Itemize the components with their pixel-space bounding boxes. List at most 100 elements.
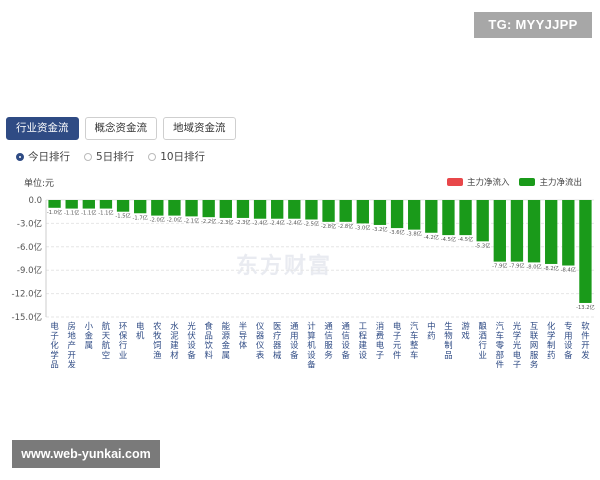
data-label: -3.2亿 — [372, 225, 387, 233]
x-tick-label: 汽车整车 — [410, 321, 419, 360]
unit-label: 单位:元 — [24, 179, 55, 189]
x-tick-label: 计算机设备 — [307, 321, 316, 368]
x-tick-label: 软件开发 — [581, 321, 590, 360]
radio-5day-label: 5日排行 — [96, 151, 135, 163]
x-tick-label: 中药 — [427, 321, 435, 341]
data-label: -1.0亿 — [47, 208, 62, 216]
dongfangcaifu-logo-watermark: 东方财富 — [236, 254, 333, 279]
x-tick-label: 光伏设备 — [187, 321, 196, 360]
x-tick-label: 水泥建材 — [170, 321, 179, 360]
y-tick-label: -9.0亿 — [17, 265, 42, 276]
bar — [185, 200, 198, 217]
x-tick-label: 食品饮料 — [205, 321, 214, 360]
bar — [390, 200, 404, 229]
site-watermark: www.web-yunkai.com — [12, 440, 160, 468]
bar — [476, 200, 489, 242]
data-label: -2.8亿 — [321, 222, 336, 230]
data-label: -13.2亿 — [576, 303, 595, 311]
legend-inflow-label: 主力净流入 — [466, 178, 510, 188]
data-label: -3.0亿 — [355, 223, 370, 231]
bar — [562, 200, 575, 266]
x-tick-label: 游戏 — [461, 321, 470, 341]
x-tick-label: 专用设备 — [564, 321, 573, 360]
bar — [65, 200, 78, 209]
x-tick-label: 化学制药 — [547, 321, 556, 360]
x-tick-label: 互联网服务 — [530, 321, 539, 368]
x-tick-label: 消费电子 — [376, 321, 385, 360]
data-label: -2.3亿 — [218, 218, 233, 226]
data-label: -2.3亿 — [235, 218, 250, 226]
data-label: -4.5亿 — [458, 235, 473, 243]
x-tick-label: 电子元件 — [393, 321, 402, 360]
bar — [305, 200, 318, 220]
y-tick-label: -6.0亿 — [17, 242, 42, 253]
x-tick-label: 通信设备 — [342, 321, 351, 360]
bar — [579, 200, 592, 303]
radio-dot-icon — [84, 152, 92, 161]
ranking-period-radios: 今日排行 5日排行 10日排行 — [16, 149, 205, 164]
bar — [82, 200, 95, 209]
data-label: -8.2亿 — [544, 264, 559, 272]
radio-dot-icon — [16, 152, 24, 161]
data-label: -7.9亿 — [492, 262, 507, 270]
x-tick-label: 通用设备 — [290, 321, 299, 360]
data-label: -1.7亿 — [133, 213, 148, 221]
bar — [510, 200, 524, 262]
data-label: -3.8亿 — [407, 230, 422, 238]
data-label: -2.4亿 — [270, 219, 285, 227]
data-label: -5.3亿 — [475, 241, 490, 249]
x-tick-label: 半导体 — [239, 321, 248, 350]
radio-10day-label: 10日排行 — [160, 151, 206, 163]
bar — [493, 200, 506, 262]
y-tick-label: -15.0亿 — [12, 312, 43, 323]
x-tick-label: 工程建设 — [359, 321, 368, 360]
bar — [288, 200, 301, 219]
legend-outflow[interactable]: 主力净流出 — [519, 176, 582, 188]
bar — [116, 200, 130, 212]
data-label: -2.2亿 — [201, 217, 216, 225]
x-tick-label: 电子化学品 — [50, 321, 59, 368]
radio-today[interactable]: 今日排行 — [16, 149, 70, 164]
legend-outflow-label: 主力净流出 — [539, 178, 582, 188]
tab-industry-flow[interactable]: 行业资金流 — [6, 117, 79, 140]
radio-10day[interactable]: 10日排行 — [148, 149, 205, 164]
bar — [236, 200, 250, 218]
tab-region-flow[interactable]: 地域资金流 — [163, 117, 236, 140]
radio-5day[interactable]: 5日排行 — [84, 149, 134, 164]
data-label: -4.2亿 — [424, 233, 439, 241]
x-tick-label: 农牧饲渔 — [153, 321, 162, 360]
fund-flow-bar-chart: 0.0 -3.0亿 -6.0亿 -9.0亿 -12.0亿 -15.0亿 -1.0亿电子化学品… — [12, 196, 595, 368]
data-label: -2.4亿 — [252, 219, 267, 227]
x-tick-label: 电机 — [136, 321, 145, 341]
y-tick-label: -12.0亿 — [12, 289, 43, 300]
x-tick-label: 通信服务 — [324, 321, 333, 360]
data-label: -2.1亿 — [184, 216, 199, 224]
legend-inflow[interactable]: 主力净流入 — [446, 176, 510, 188]
bar — [322, 200, 335, 222]
data-label: -1.5亿 — [115, 212, 130, 220]
data-label: -8.0亿 — [526, 262, 541, 270]
x-tick-label: 航天航空 — [102, 321, 111, 360]
radio-dot-icon — [148, 152, 157, 161]
bar — [545, 200, 558, 264]
legend-inflow-swatch — [446, 178, 463, 186]
tab-concept-flow[interactable]: 概念资金流 — [84, 117, 157, 140]
bar — [253, 200, 267, 219]
bar — [202, 200, 215, 218]
bar — [442, 200, 455, 236]
data-label: -3.6亿 — [389, 228, 404, 236]
x-tick-label: 能源金属 — [222, 321, 231, 360]
bar — [134, 200, 147, 214]
x-tick-label: 仪器仪表 — [256, 321, 265, 360]
x-tick-label: 小金属 — [85, 321, 94, 350]
bar — [373, 200, 387, 225]
data-label: -2.8亿 — [338, 222, 353, 230]
x-tick-label: 房地产开发 — [68, 321, 77, 368]
data-label: -7.9亿 — [509, 262, 524, 270]
y-tick-label: 0.0 — [28, 196, 42, 206]
x-tick-label: 医疗器械 — [273, 321, 282, 360]
x-tick-label: 汽车零部件 — [496, 321, 505, 368]
bar — [408, 200, 421, 230]
x-tick-label: 生物制品 — [444, 321, 452, 360]
x-tick-label: 环保行业 — [119, 321, 128, 360]
